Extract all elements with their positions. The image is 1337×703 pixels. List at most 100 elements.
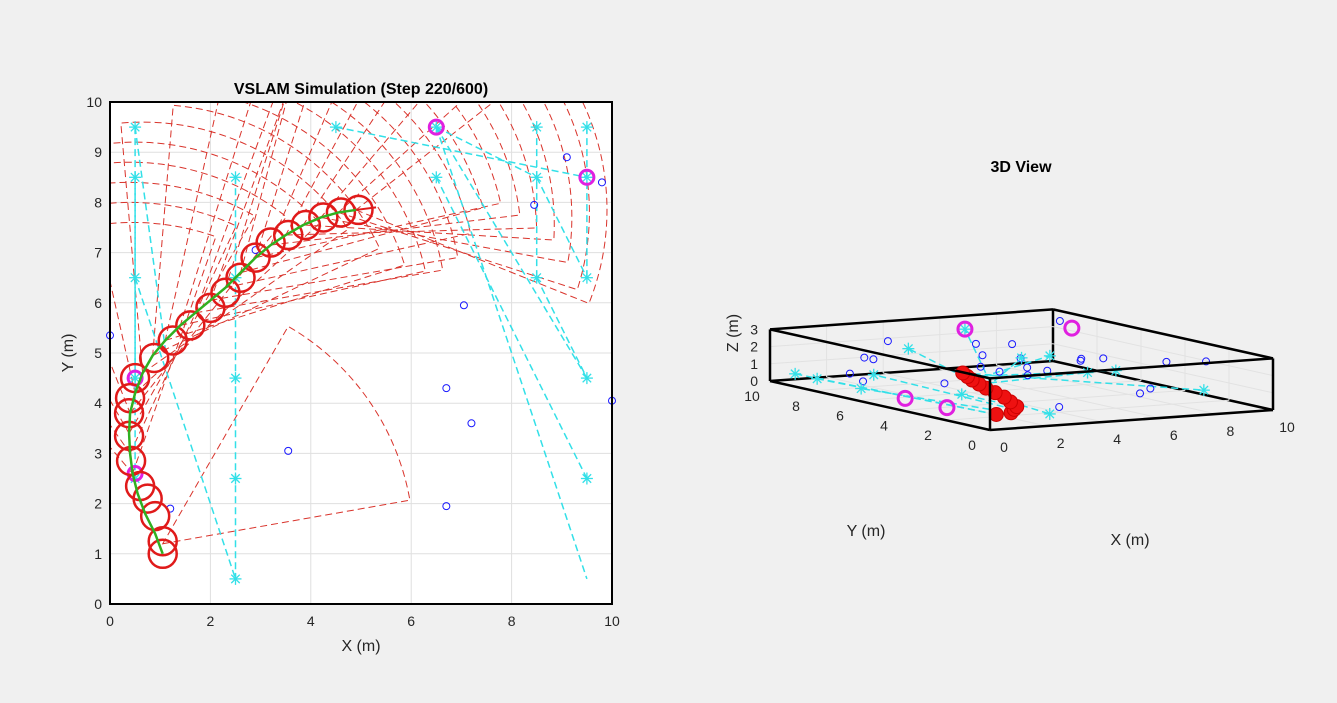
unobserved-landmark	[442, 502, 451, 511]
highlighted-landmark-3d	[896, 389, 914, 407]
box-edge	[1052, 359, 1274, 412]
y-tick-label: 4	[94, 395, 102, 411]
x-tick-label-3d: 0	[1000, 439, 1008, 455]
unobserved-landmark-3d	[976, 362, 985, 371]
grid-line	[1052, 326, 1274, 377]
vslam-2d-axes: 0 2 4 6 8 10 0 1 2 3 4 5 6 7 8 9 10 VSLAM Simulation (S…	[60, 81, 620, 655]
x-tick-label-3d: 10	[1279, 419, 1295, 435]
y-tick-label-3d: 8	[792, 398, 800, 414]
pose-circle	[115, 445, 147, 477]
y-tick-label: 8	[94, 194, 102, 210]
observed-landmark-stroke	[582, 272, 592, 283]
observed-landmark	[129, 372, 142, 385]
unobserved-landmark-3d	[1008, 340, 1017, 349]
box-edge	[989, 357, 1274, 380]
observed-landmark	[580, 372, 593, 385]
unobserved-landmark-3d	[1202, 357, 1211, 366]
y-tick-label: 5	[94, 345, 102, 361]
unobserved-landmark-3d	[845, 369, 854, 378]
box-edge	[989, 408, 1274, 432]
box-edge	[769, 328, 991, 380]
observation-link	[536, 277, 588, 379]
fov-wedge	[110, 141, 321, 395]
unobserved-landmark	[459, 301, 468, 310]
observation-link-3d	[985, 357, 1023, 389]
observed-landmark-3d	[811, 372, 824, 385]
pose-circle	[255, 227, 286, 258]
observed-landmark-3d-stroke	[957, 389, 967, 400]
fov-wedge	[152, 104, 381, 357]
trajectory-3d	[955, 365, 1025, 422]
unobserved-landmark	[442, 384, 451, 393]
observed-landmark-stroke	[531, 122, 542, 132]
observed-landmark-stroke	[130, 122, 140, 132]
observation-link	[435, 126, 538, 178]
observed-landmark	[229, 472, 242, 485]
pose-circle	[147, 538, 178, 570]
observed-landmark	[229, 372, 242, 385]
observation-link	[435, 126, 588, 580]
pose-circle	[225, 262, 256, 293]
z-tick-label-3d: 2	[750, 339, 758, 355]
observed-landmark-3d	[855, 382, 868, 395]
fov-wedge	[179, 102, 426, 327]
z-tick-label-3d: 1	[750, 356, 758, 372]
highlighted-landmark-3d	[1063, 319, 1081, 337]
trajectory-2d	[127, 206, 377, 555]
fov-wedge	[120, 121, 349, 374]
observed-landmark-3d-stroke	[790, 369, 800, 379]
y-tick-label: 6	[94, 295, 102, 311]
pose-circle	[290, 209, 322, 241]
grid-line	[769, 343, 1054, 365]
observed-landmark-3d-stroke	[960, 324, 970, 334]
y-tick-label-3d: 10	[744, 388, 760, 404]
observed-landmark-3d-stroke	[856, 383, 866, 394]
unobserved-landmark	[530, 200, 539, 209]
observed-landmark-3d	[955, 388, 968, 401]
highlighted-landmark	[427, 118, 445, 136]
unobserved-landmark-3d	[1099, 354, 1108, 363]
y-tick-label-3d: 0	[968, 437, 976, 453]
pose-circle	[175, 310, 206, 341]
observed-landmark-stroke	[331, 122, 341, 132]
y-axis-label-3d: Y (m)	[847, 523, 886, 540]
observed-landmark-3d-stroke	[812, 374, 822, 384]
unobserved-landmark-3d	[1077, 354, 1086, 363]
unobserved-landmark-3d	[995, 367, 1004, 376]
observation-link	[335, 126, 588, 179]
observed-landmark-stroke	[130, 373, 140, 383]
highlighted-landmarks-3d	[896, 319, 1081, 417]
unobserved-landmark-3d	[1162, 357, 1171, 366]
observed-landmark-stroke	[230, 574, 241, 584]
x-axis-label-3d: X (m)	[1110, 532, 1149, 549]
observed-landmark	[530, 271, 543, 284]
y-tick-label-3d: 4	[880, 417, 888, 433]
y-tick-label: 0	[94, 596, 102, 612]
unobserved-landmark-3d	[1023, 363, 1032, 372]
fov-wedge	[110, 161, 288, 415]
x-tick-label: 8	[508, 613, 516, 629]
observed-landmark-3d	[902, 342, 915, 355]
box-edge	[1052, 308, 1274, 360]
pose-circle	[157, 325, 188, 356]
trajectory-line	[127, 208, 357, 555]
x-axis-label: X (m)	[341, 638, 380, 655]
unobserved-landmark-3d	[940, 379, 949, 388]
fov-wedge	[161, 325, 411, 545]
observed-landmark-stroke	[230, 473, 241, 484]
fov-wedge	[209, 102, 459, 301]
observed-landmark-stroke	[230, 373, 241, 383]
fov-wedge	[319, 102, 573, 264]
x-tick-label: 2	[207, 613, 215, 629]
x-tick-label: 4	[307, 613, 315, 629]
unobserved-landmark-3d	[1055, 403, 1064, 412]
x-tick-label-3d: 2	[1057, 435, 1065, 451]
fov-wedge	[337, 102, 590, 291]
observation-link	[435, 126, 588, 379]
observed-landmark	[129, 121, 142, 134]
observed-landmark	[580, 171, 593, 184]
x-tick-label-3d: 6	[1170, 427, 1178, 443]
x-tick-label: 6	[407, 613, 415, 629]
